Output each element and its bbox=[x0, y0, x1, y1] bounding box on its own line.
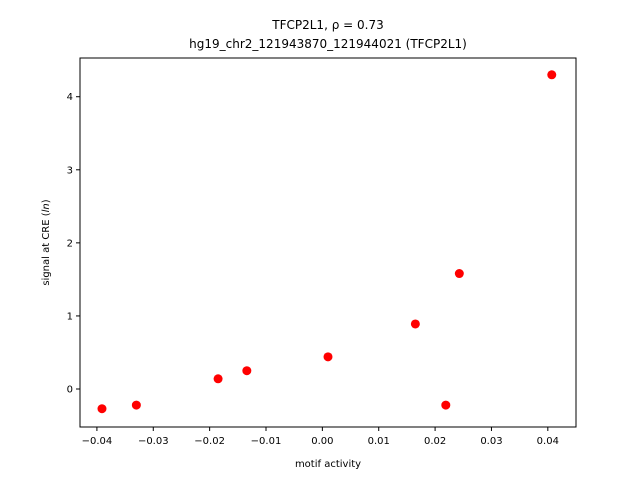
data-point bbox=[213, 374, 223, 384]
plot-frame bbox=[79, 57, 577, 428]
x-tick-label: 0.00 bbox=[311, 436, 333, 447]
y-axis-ticks: 0 1 2 3 4 bbox=[67, 92, 80, 396]
data-point bbox=[547, 70, 557, 80]
chart-title-line1: TFCP2L1, ρ = 0.73 bbox=[271, 18, 383, 32]
x-tick-label: 0.02 bbox=[424, 436, 446, 447]
x-tick-label: −0.03 bbox=[138, 436, 169, 447]
x-tick-label: 0.01 bbox=[368, 436, 390, 447]
x-tick-label: 0.04 bbox=[537, 436, 559, 447]
chart-title-line2: hg19_chr2_121943870_121944021 (TFCP2L1) bbox=[189, 37, 467, 51]
data-point bbox=[131, 400, 141, 410]
y-axis-label-prefix: signal at CRE ( bbox=[41, 212, 52, 285]
data-points bbox=[97, 70, 557, 414]
y-axis-label-suffix: ) bbox=[41, 199, 52, 203]
x-axis-ticks: −0.04 −0.03 −0.02 −0.01 0.00 0.01 0.02 0.03 0.04 bbox=[82, 427, 559, 447]
y-tick-label: 1 bbox=[67, 311, 73, 322]
y-tick-label: 0 bbox=[67, 385, 73, 396]
data-point bbox=[242, 366, 252, 376]
data-point bbox=[454, 269, 464, 279]
data-point bbox=[441, 400, 451, 410]
y-tick-label: 4 bbox=[67, 92, 73, 103]
y-tick-label: 2 bbox=[67, 238, 73, 249]
x-tick-label: −0.01 bbox=[251, 436, 282, 447]
x-tick-label: −0.04 bbox=[82, 436, 113, 447]
data-point bbox=[323, 352, 333, 362]
x-tick-label: −0.02 bbox=[194, 436, 225, 447]
x-axis-label: motif activity bbox=[295, 459, 361, 470]
x-tick-label: 0.03 bbox=[480, 436, 502, 447]
y-tick-label: 3 bbox=[67, 165, 73, 176]
data-point bbox=[97, 404, 107, 414]
y-axis-label: signal at CRE (ln) bbox=[41, 199, 52, 285]
data-point bbox=[410, 319, 420, 329]
y-axis-label-italic: ln bbox=[41, 203, 52, 212]
